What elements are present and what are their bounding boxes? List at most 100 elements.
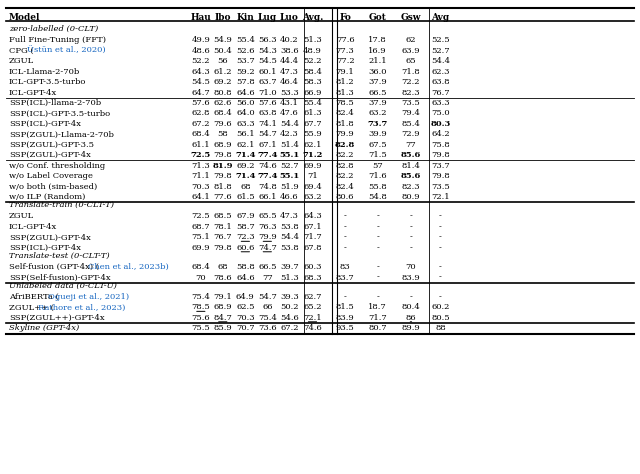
Text: 80.5: 80.5 xyxy=(431,314,450,322)
Text: 67.5: 67.5 xyxy=(369,141,387,149)
Text: 51.4: 51.4 xyxy=(280,141,299,149)
Text: 81.9: 81.9 xyxy=(212,162,233,170)
Text: 75.8: 75.8 xyxy=(431,141,450,149)
Text: SSP(ICL)-GPT-4x: SSP(ICL)-GPT-4x xyxy=(9,120,81,128)
Text: 79.8: 79.8 xyxy=(213,151,232,159)
Text: 65.2: 65.2 xyxy=(303,303,322,311)
Text: 21.1: 21.1 xyxy=(369,57,387,65)
Text: 53.7: 53.7 xyxy=(236,57,255,65)
Text: -: - xyxy=(344,212,346,220)
Text: 71.4: 71.4 xyxy=(235,172,255,180)
Text: Full Fine-Tuning (FFT): Full Fine-Tuning (FFT) xyxy=(9,36,106,45)
Text: Gsw: Gsw xyxy=(401,13,421,22)
Text: 52.7: 52.7 xyxy=(280,162,299,170)
Text: 64.0: 64.0 xyxy=(236,109,255,118)
Text: 62.7: 62.7 xyxy=(303,293,322,301)
Text: 84.7: 84.7 xyxy=(213,314,232,322)
Text: 48.6: 48.6 xyxy=(191,47,210,55)
Text: 63.9: 63.9 xyxy=(402,47,420,55)
Text: -: - xyxy=(439,263,442,271)
Text: 82.2: 82.2 xyxy=(336,172,355,180)
Text: 70.7: 70.7 xyxy=(236,324,255,332)
Text: 43.1: 43.1 xyxy=(280,99,299,107)
Text: 67.2: 67.2 xyxy=(191,120,210,128)
Text: 36.0: 36.0 xyxy=(369,68,387,76)
Text: 67.8: 67.8 xyxy=(303,244,322,252)
Text: -: - xyxy=(376,223,379,231)
Text: 44.4: 44.4 xyxy=(280,57,299,65)
Text: Self-fusion (GPT-4x) (: Self-fusion (GPT-4x) ( xyxy=(9,263,99,271)
Text: 53.3: 53.3 xyxy=(280,89,299,97)
Text: 60.2: 60.2 xyxy=(431,303,450,311)
Text: 62.1: 62.1 xyxy=(236,141,255,149)
Text: -: - xyxy=(376,212,379,220)
Text: 68.3: 68.3 xyxy=(303,273,322,282)
Text: SSP(ZGUL)-Llama-2-70b: SSP(ZGUL)-Llama-2-70b xyxy=(9,130,114,138)
Text: 71.7: 71.7 xyxy=(369,314,387,322)
Text: 76.7: 76.7 xyxy=(214,233,232,241)
Text: -: - xyxy=(439,212,442,220)
Text: 72.3: 72.3 xyxy=(236,233,255,241)
Text: 56.0: 56.0 xyxy=(236,99,255,107)
Text: 75.1: 75.1 xyxy=(191,233,210,241)
Text: Got: Got xyxy=(369,13,387,22)
Text: -: - xyxy=(410,244,412,252)
Text: 68: 68 xyxy=(240,182,251,191)
Text: 55.4: 55.4 xyxy=(303,99,322,107)
Text: 79.1: 79.1 xyxy=(336,68,355,76)
Text: 72.5: 72.5 xyxy=(191,151,211,159)
Text: 71.0: 71.0 xyxy=(258,89,276,97)
Text: 64.2: 64.2 xyxy=(431,130,450,138)
Text: 61.2: 61.2 xyxy=(214,68,232,76)
Text: ICL-GPT-3.5-turbo: ICL-GPT-3.5-turbo xyxy=(9,78,86,86)
Text: 66.5: 66.5 xyxy=(369,89,387,97)
Text: 46.4: 46.4 xyxy=(280,78,299,86)
Text: 71.5: 71.5 xyxy=(369,151,387,159)
Text: 57.8: 57.8 xyxy=(236,78,255,86)
Text: 79.9: 79.9 xyxy=(336,130,355,138)
Text: 74.6: 74.6 xyxy=(303,324,322,332)
Text: 73.7: 73.7 xyxy=(431,162,450,170)
Text: 82.3: 82.3 xyxy=(402,89,420,97)
Text: 58.4: 58.4 xyxy=(303,68,322,76)
Text: 82.2: 82.2 xyxy=(336,151,355,159)
Text: 60.1: 60.1 xyxy=(258,68,276,76)
Text: 47.6: 47.6 xyxy=(280,109,299,118)
Text: 71: 71 xyxy=(307,172,318,180)
Text: 63.2: 63.2 xyxy=(369,109,387,118)
Text: 64.6: 64.6 xyxy=(236,89,255,97)
Text: 86: 86 xyxy=(406,314,416,322)
Text: 80.8: 80.8 xyxy=(214,89,232,97)
Text: Rathore et al., 2023): Rathore et al., 2023) xyxy=(38,303,125,311)
Text: -: - xyxy=(439,223,442,231)
Text: 54.5: 54.5 xyxy=(191,78,211,86)
Text: w/o both (sim-based): w/o both (sim-based) xyxy=(9,182,97,191)
Text: 70.3: 70.3 xyxy=(236,314,255,322)
Text: 52.2: 52.2 xyxy=(303,57,322,65)
Text: 68.9: 68.9 xyxy=(214,303,232,311)
Text: 71.6: 71.6 xyxy=(369,172,387,180)
Text: 69.9: 69.9 xyxy=(191,244,210,252)
Text: 50.2: 50.2 xyxy=(280,303,298,311)
Text: 79.8: 79.8 xyxy=(213,244,232,252)
Text: 75.4: 75.4 xyxy=(191,293,211,301)
Text: 58.3: 58.3 xyxy=(303,78,322,86)
Text: 73.6: 73.6 xyxy=(258,324,276,332)
Text: 80.3: 80.3 xyxy=(430,120,451,128)
Text: 81.2: 81.2 xyxy=(336,78,355,86)
Text: 68.4: 68.4 xyxy=(213,109,232,118)
Text: 67.9: 67.9 xyxy=(236,212,255,220)
Text: ZGUL: ZGUL xyxy=(9,57,34,65)
Text: Skyline (GPT-4x): Skyline (GPT-4x) xyxy=(9,324,79,332)
Text: 64.1: 64.1 xyxy=(191,193,210,201)
Text: 79.8: 79.8 xyxy=(431,172,450,180)
Text: 54.4: 54.4 xyxy=(431,57,450,65)
Text: 77.6: 77.6 xyxy=(336,36,355,45)
Text: 38.6: 38.6 xyxy=(280,47,299,55)
Text: 88: 88 xyxy=(435,324,446,332)
Text: 54.7: 54.7 xyxy=(258,293,276,301)
Text: 71.8: 71.8 xyxy=(401,68,420,76)
Text: 52.6: 52.6 xyxy=(236,47,255,55)
Text: 62.6: 62.6 xyxy=(214,99,232,107)
Text: Lug: Lug xyxy=(258,13,277,22)
